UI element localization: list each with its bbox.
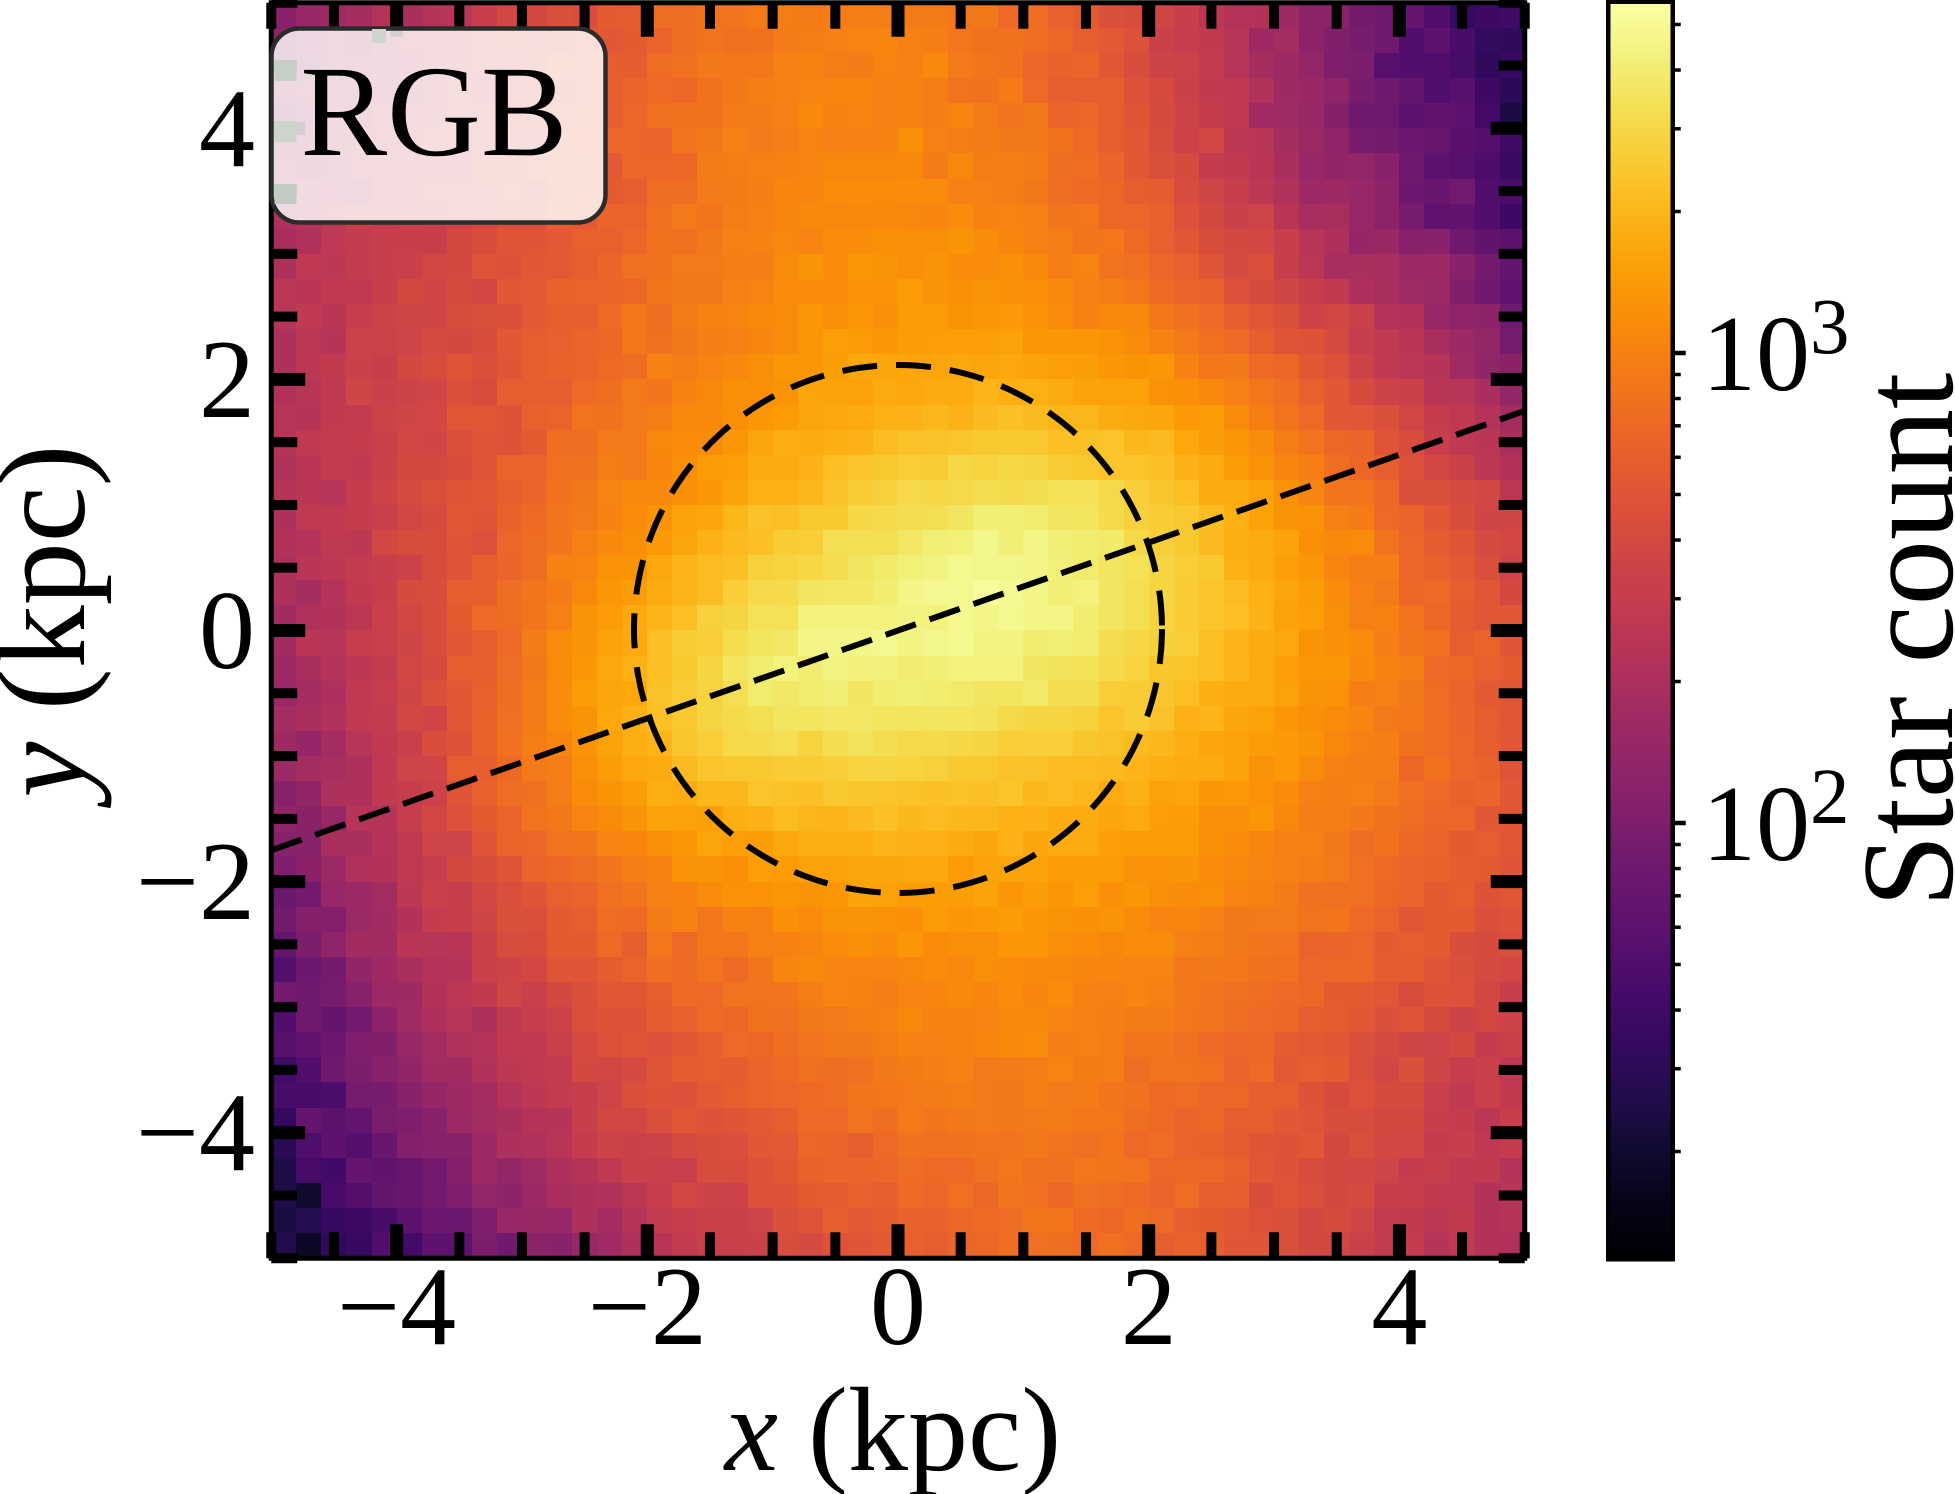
svg-text:102: 102 — [1702, 754, 1850, 884]
svg-text:0: 0 — [199, 569, 255, 693]
svg-text:103: 103 — [1702, 284, 1850, 414]
svg-text:−4: −4 — [136, 1071, 255, 1195]
svg-text:0: 0 — [870, 1245, 926, 1369]
svg-text:−2: −2 — [588, 1245, 707, 1369]
svg-text:RGB: RGB — [300, 40, 567, 184]
svg-text:Star count: Star count — [1836, 373, 1955, 908]
svg-text:−2: −2 — [136, 820, 255, 944]
svg-text:4: 4 — [1371, 1245, 1427, 1369]
svg-text:2: 2 — [1121, 1245, 1177, 1369]
svg-text:y (kpc): y (kpc) — [0, 444, 112, 808]
svg-text:x (kpc): x (kpc) — [723, 1363, 1061, 1494]
svg-text:2: 2 — [199, 318, 255, 442]
svg-text:−4: −4 — [337, 1245, 456, 1369]
svg-text:4: 4 — [199, 67, 255, 191]
